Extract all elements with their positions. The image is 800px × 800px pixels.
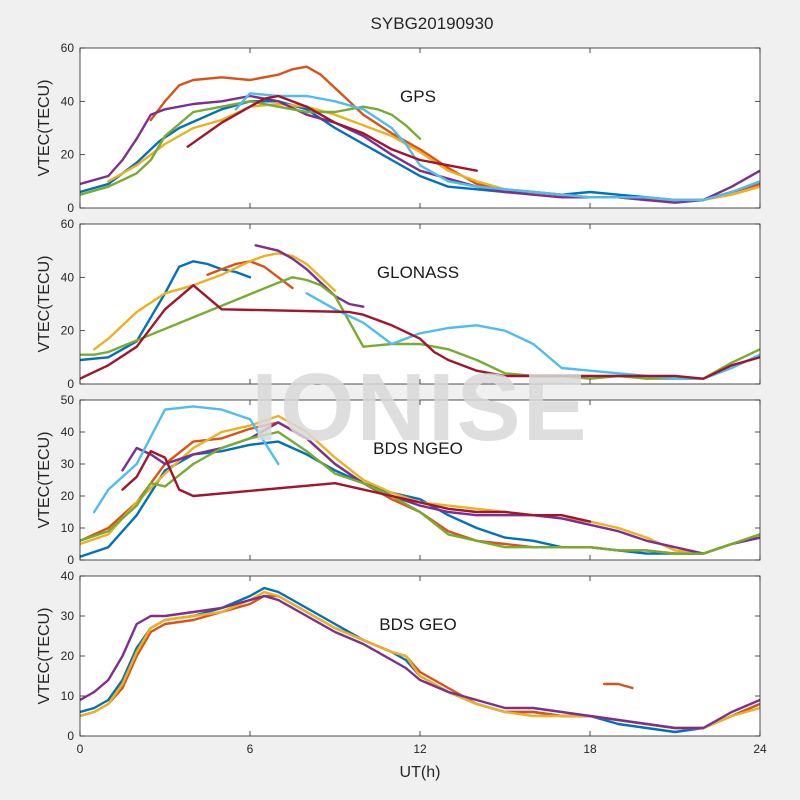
series-line-7 <box>80 284 760 380</box>
y-axis-label: VTEC(TECU) <box>36 608 53 705</box>
panel-label: BDS GEO <box>379 615 456 634</box>
series-line-4 <box>254 244 365 308</box>
y-tick-label: 0 <box>67 201 74 215</box>
x-tick-label: 18 <box>583 742 597 756</box>
x-tick-label: 24 <box>753 742 767 756</box>
y-tick-label: 20 <box>61 489 75 503</box>
panel-label: GPS <box>400 87 436 106</box>
panel-label: BDS NGEO <box>373 439 463 458</box>
series-line-6 <box>234 92 760 202</box>
y-axis-label: VTEC(TECU) <box>36 80 53 177</box>
y-tick-label: 40 <box>61 270 75 284</box>
y-tick-label: 10 <box>61 521 75 535</box>
series-line-5 <box>603 682 634 690</box>
series-group <box>80 405 760 558</box>
y-tick-label: 0 <box>67 553 74 567</box>
series-line-7 <box>186 94 478 172</box>
y-tick-label: 50 <box>61 393 75 407</box>
y-tick-label: 30 <box>61 609 75 623</box>
plot-area <box>80 224 760 384</box>
chart-title: SYBG20190930 <box>371 14 494 33</box>
panel-2: 0 20 40 60 VTEC(TECU) GLONASS <box>36 217 761 391</box>
panel-3: 0 10 20 30 40 50 VTEC(TECU) BDS NGEO <box>36 393 761 567</box>
x-tick-label: 6 <box>247 742 254 756</box>
y-tick-label: 20 <box>61 148 75 162</box>
series-line-6 <box>93 405 280 514</box>
y-tick-label: 30 <box>61 457 75 471</box>
series-line-4 <box>80 594 760 730</box>
panel-label: GLONASS <box>377 263 459 282</box>
y-tick-label: 40 <box>61 425 75 439</box>
series-line-5 <box>80 100 422 196</box>
y-tick-label: 20 <box>61 324 75 338</box>
panel-1: 0 20 40 60 VTEC(TECU) GPS <box>36 41 761 215</box>
series-line-7 <box>121 450 592 523</box>
y-tick-label: 0 <box>67 377 74 391</box>
series-line-5 <box>80 430 760 555</box>
series-line-3 <box>93 252 337 351</box>
x-tick-label: 12 <box>413 742 427 756</box>
watermark-text: IONISE <box>251 354 588 461</box>
y-tick-label: 40 <box>61 569 75 583</box>
x-tick-label: 0 <box>77 742 84 756</box>
y-axis-label: VTEC(TECU) <box>36 432 53 529</box>
y-axis-label: VTEC(TECU) <box>36 256 53 353</box>
series-line-4 <box>80 94 760 204</box>
series-group <box>80 244 760 380</box>
panel-4: 0 10 20 30 40 0 6 12 18 24 VTEC(TECU) BDS GEO <box>36 569 767 756</box>
series-line-4 <box>121 421 760 555</box>
x-axis-label: UT(h) <box>400 764 441 781</box>
y-tick-label: 0 <box>67 729 74 743</box>
series-line-5 <box>80 276 760 380</box>
plot-area <box>80 400 760 560</box>
series-line-6 <box>305 292 760 380</box>
y-tick-label: 10 <box>61 689 75 703</box>
y-tick-label: 60 <box>61 41 75 55</box>
y-tick-label: 40 <box>61 94 75 108</box>
y-tick-label: 20 <box>61 649 75 663</box>
series-group <box>80 65 760 204</box>
series-group <box>80 586 760 734</box>
y-tick-label: 60 <box>61 217 75 231</box>
plot-area <box>80 576 760 736</box>
